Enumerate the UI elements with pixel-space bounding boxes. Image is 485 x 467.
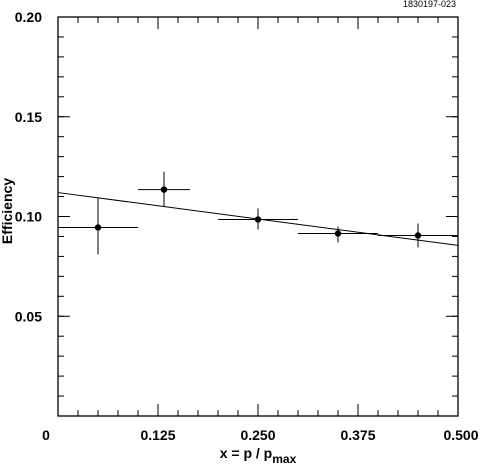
- figure-id: 1830197-023: [403, 0, 456, 9]
- x-tick-label: 0.375: [340, 427, 375, 443]
- axis-ticks: [57, 16, 459, 416]
- data-point: [334, 230, 342, 237]
- y-axis-label: Efficiency: [0, 178, 15, 244]
- x-tick-label: 0.500: [443, 427, 478, 443]
- y-tick-label: 0.15: [15, 109, 42, 125]
- y-tick-label: 0.05: [15, 308, 42, 324]
- y-tick-label: 0.10: [15, 209, 42, 225]
- data-point: [94, 224, 102, 231]
- data-point: [160, 186, 168, 193]
- x-tick-label: 0: [42, 427, 50, 443]
- data-point: [414, 232, 422, 239]
- x-axis-label-main: x = p / p: [220, 445, 273, 461]
- data-point: [254, 216, 262, 223]
- x-axis-label-subscript: max: [272, 452, 296, 466]
- tick-labels: 0 0.125 0.250 0.375 0.500 0.05 0.10 0.15 0.20: [15, 9, 479, 443]
- x-tick-label: 0.250: [240, 427, 275, 443]
- data-points: [58, 171, 458, 255]
- x-tick-label: 0.125: [140, 427, 175, 443]
- x-axis-label: x = p / pmax: [220, 445, 297, 466]
- y-tick-label: 0.20: [15, 9, 42, 25]
